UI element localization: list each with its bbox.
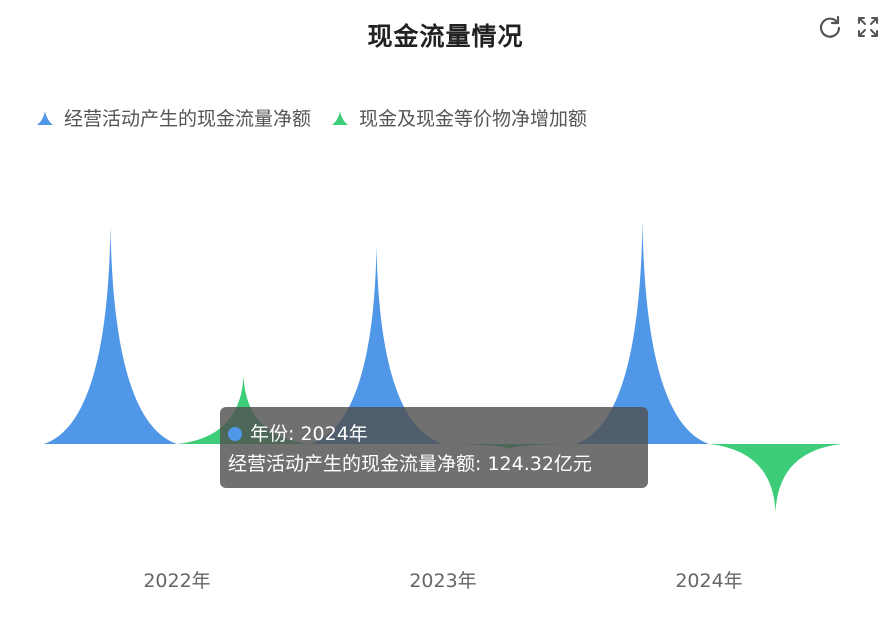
legend-item-series-1[interactable]: 经营活动产生的现金流量净额: [36, 104, 311, 131]
refresh-icon[interactable]: [817, 14, 843, 40]
toolbar: [817, 14, 881, 40]
triangle-icon: [332, 110, 349, 125]
x-tick-label: 2022年: [143, 570, 210, 592]
x-tick-label: 2023年: [409, 570, 476, 592]
legend-label-series-1: 经营活动产生的现金流量净额: [64, 108, 312, 130]
peak-bar-series-1-2022年[interactable]: [44, 226, 177, 444]
tooltip-body: 经营活动产生的现金流量净额: 124.32亿元: [228, 453, 592, 475]
fullscreen-icon[interactable]: [855, 14, 881, 40]
triangle-icon: [37, 110, 53, 125]
peak-bar-series-1-2024年[interactable]: [576, 220, 709, 444]
tooltip-dot: [228, 427, 242, 441]
legend-item-series-2[interactable]: 现金及现金等价物净增加额: [331, 104, 587, 131]
legend-label-series-2: 现金及现金等价物净增加额: [359, 108, 588, 130]
x-tick-label: 2024年: [675, 570, 742, 592]
peak-bar-series-1-2023年[interactable]: [310, 245, 443, 444]
tooltip: 年份: 2024年 经营活动产生的现金流量净额: 124.32亿元: [220, 407, 648, 488]
tooltip-header: 年份: 2024年: [250, 423, 368, 445]
chart-title: 现金流量情况: [367, 22, 524, 51]
legend: 经营活动产生的现金流量净额 现金及现金等价物净增加额: [36, 104, 587, 131]
peak-bar-series-2-2024年[interactable]: [709, 444, 842, 513]
